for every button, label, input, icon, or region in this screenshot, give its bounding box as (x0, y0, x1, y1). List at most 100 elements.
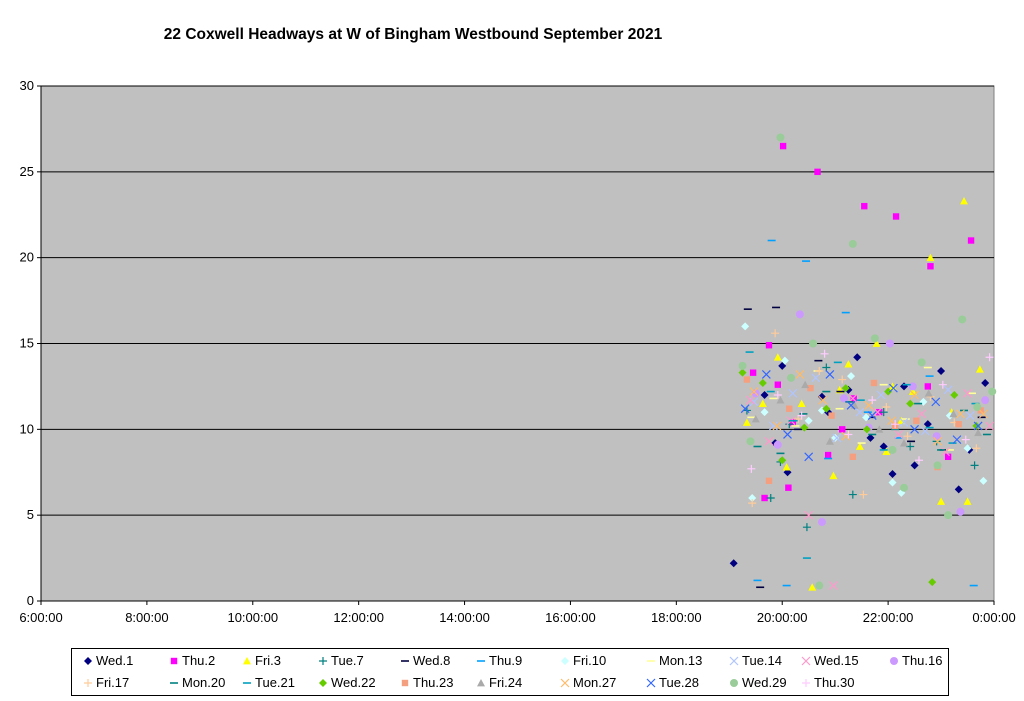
data-point (847, 372, 856, 381)
data-point (760, 408, 769, 417)
series-wed-22 (738, 368, 981, 587)
data-point (825, 437, 834, 445)
data-point (870, 334, 879, 343)
legend-label: Tue.14 (742, 653, 782, 668)
data-point (748, 499, 757, 508)
legend-label: Thu.2 (182, 653, 216, 668)
data-point (855, 407, 865, 417)
data-point (729, 559, 738, 568)
legend-marker (243, 682, 251, 684)
data-point (794, 415, 803, 424)
data-point (795, 369, 805, 379)
data-point (899, 483, 908, 492)
series-wed-15 (746, 388, 995, 590)
legend-marker-shape (890, 657, 898, 665)
data-point (963, 497, 972, 505)
data-point (785, 484, 792, 491)
data-point (899, 418, 909, 427)
data-point (768, 421, 778, 431)
data-point (961, 435, 970, 444)
legend-marker-shape (170, 657, 178, 665)
data-point (831, 433, 840, 442)
data-point (923, 420, 932, 429)
data-point (970, 461, 979, 470)
data-point (908, 382, 917, 391)
legend-label: Wed.8 (413, 653, 451, 668)
data-point (778, 456, 787, 465)
data-point (888, 469, 897, 478)
legend-label: Tue.28 (659, 675, 699, 690)
legend-marker (729, 656, 739, 666)
data-point (748, 494, 757, 502)
data-point (873, 407, 882, 417)
data-point (801, 380, 810, 389)
data-point (941, 447, 950, 457)
ticks: 0 5 10 15 20 25 30 6:00:00 8:00:00 10:00:00 12:00:… (19, 78, 1015, 625)
data-point (988, 387, 997, 396)
data-point (956, 507, 965, 516)
data-point (749, 369, 757, 376)
data-point (766, 494, 775, 502)
data-point (776, 133, 785, 142)
data-point (910, 390, 920, 400)
data-point (885, 339, 894, 348)
data-point (924, 389, 933, 397)
data-point (955, 420, 962, 428)
series-tue-7 (742, 363, 979, 532)
data-point (802, 523, 811, 532)
legend-label: Fri.10 (573, 653, 607, 668)
legend-label: Mon.13 (659, 653, 703, 668)
data-point (825, 369, 835, 379)
data-point (954, 485, 963, 494)
data-point (760, 391, 769, 399)
y-tick-label: 15 (20, 336, 34, 351)
data-point (879, 442, 888, 451)
legend: Wed.1 Thu.2 Fri.3 Tue.7 Wed.8 Thu.9 Fri.10 Mon.… (71, 648, 949, 696)
data-point (906, 399, 915, 408)
data-point (972, 444, 981, 453)
legend-marker-shape (319, 679, 327, 687)
x-tick-label: 0:00:00 (972, 610, 1015, 625)
data-point (938, 380, 947, 389)
data-point (844, 430, 853, 439)
legend-marker (401, 660, 409, 662)
data-point (967, 237, 975, 244)
data-point (808, 583, 817, 591)
data-point (765, 477, 773, 485)
gridlines (41, 85, 994, 516)
data-point (899, 439, 908, 447)
data-point (917, 358, 926, 367)
data-point (783, 430, 792, 439)
legend-marker-shape (319, 657, 327, 665)
data-point (973, 421, 983, 431)
legend-label: Thu.30 (814, 675, 855, 690)
data-point (814, 168, 821, 176)
data-point (832, 433, 842, 443)
data-point (956, 409, 965, 419)
legend-marker (319, 679, 327, 687)
data-point (985, 421, 995, 431)
y-tick-label: 30 (20, 78, 34, 93)
data-point (841, 384, 850, 393)
data-point (738, 368, 747, 377)
x-tick-label: 16:00:00 (545, 610, 596, 625)
legend-marker (319, 657, 327, 665)
data-point (950, 391, 959, 399)
data-point (892, 213, 900, 220)
data-point (749, 387, 759, 396)
legend-marker-shape (646, 678, 656, 688)
legend-label: Wed.29 (742, 675, 787, 690)
data-point (761, 494, 768, 502)
data-point (864, 400, 874, 410)
data-point (811, 373, 821, 383)
data-point (828, 581, 838, 590)
data-point (773, 391, 782, 399)
data-point (782, 463, 791, 471)
legend-label: Fri.17 (96, 675, 130, 690)
series-thu-30 (747, 349, 994, 473)
y-tick-label: 20 (20, 250, 34, 265)
data-point (943, 385, 953, 395)
data-point (906, 442, 915, 451)
data-point (888, 478, 897, 487)
